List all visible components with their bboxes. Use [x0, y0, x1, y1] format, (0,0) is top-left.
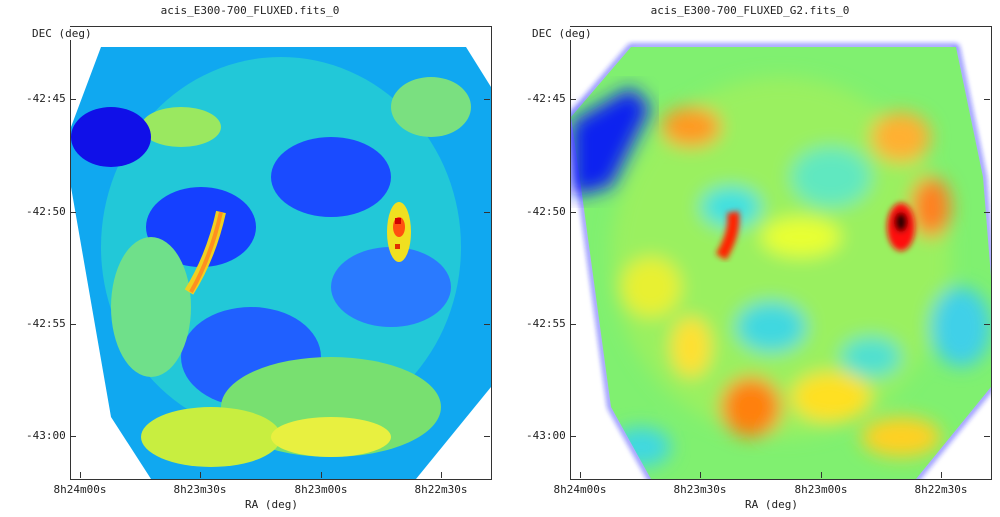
x-tickmark	[821, 472, 822, 478]
y-tickmark	[70, 324, 76, 325]
y-tickmark	[570, 212, 576, 213]
x-axis-label: RA (deg)	[245, 498, 298, 511]
y-tickmark	[484, 212, 490, 213]
fits-image-raw	[71, 47, 491, 479]
y-tickmark	[570, 324, 576, 325]
image-plot-area[interactable]	[70, 26, 492, 480]
y-tickmark	[570, 99, 576, 100]
x-tickmark	[700, 472, 701, 478]
x-tick-label: 8h22m30s	[414, 483, 468, 496]
y-tickmark	[70, 436, 76, 437]
y-tickmark	[570, 436, 576, 437]
x-tickmark	[321, 472, 322, 478]
x-tick-label: 8h23m30s	[173, 483, 227, 496]
y-tick-label: -42:45	[526, 92, 566, 105]
image-panel-right: acis_E300-700_FLUXED_G2.fits_0	[500, 0, 1000, 517]
y-tickmark	[984, 436, 990, 437]
y-tickmark	[70, 99, 76, 100]
y-axis-label: DEC (deg)	[30, 27, 94, 40]
image-panel-left: acis_E300-700_FLUXED.fits_0	[26, 4, 492, 511]
x-axis-label: RA (deg)	[745, 498, 798, 511]
image-title: acis_E300-700_FLUXED.fits_0	[160, 4, 340, 17]
image-plot-area[interactable]	[570, 26, 992, 480]
x-tickmark	[941, 472, 942, 478]
y-tick-label: -42:45	[26, 92, 66, 105]
x-tickmark	[200, 472, 201, 478]
y-tickmark	[984, 324, 990, 325]
y-tick-label: -42:50	[26, 205, 66, 218]
x-tickmark	[580, 472, 581, 478]
y-tickmark	[484, 436, 490, 437]
y-tickmark	[984, 212, 990, 213]
x-tick-label: 8h23m00s	[294, 483, 348, 496]
x-tick-label: 8h24m00s	[53, 483, 107, 496]
x-tick-label: 8h23m30s	[673, 483, 727, 496]
y-tick-label: -43:00	[526, 429, 566, 442]
x-tick-label: 8h23m00s	[794, 483, 848, 496]
fits-image-smoothed	[571, 45, 991, 479]
y-tickmark	[484, 324, 490, 325]
image-title: acis_E300-700_FLUXED_G2.fits_0	[650, 4, 850, 17]
x-tickmark	[441, 472, 442, 478]
y-tick-label: -42:55	[526, 317, 566, 330]
y-tickmark	[984, 99, 990, 100]
x-tickmark	[80, 472, 81, 478]
y-tick-label: -42:55	[26, 317, 66, 330]
y-tickmark	[484, 99, 490, 100]
y-axis-label: DEC (deg)	[530, 27, 594, 40]
y-tick-label: -42:50	[526, 205, 566, 218]
x-tick-label: 8h22m30s	[914, 483, 968, 496]
y-tick-label: -43:00	[26, 429, 66, 442]
y-tickmark	[70, 212, 76, 213]
x-tick-label: 8h24m00s	[553, 483, 607, 496]
